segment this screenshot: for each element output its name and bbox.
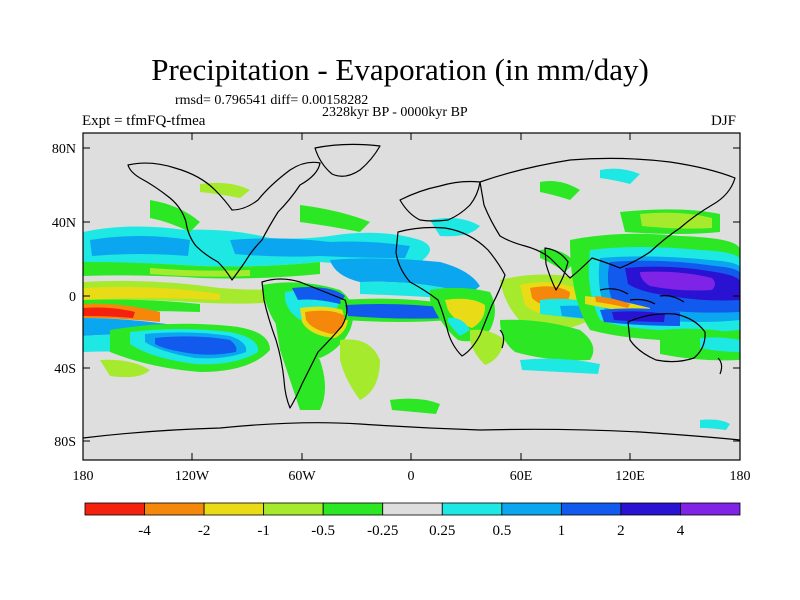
field-patch: [300, 205, 370, 232]
lon-tick-label: 0: [408, 469, 415, 484]
lon-tick-label: 120E: [615, 469, 645, 484]
field-patch: [83, 262, 320, 279]
lon-tick-label: 60E: [510, 469, 533, 484]
field-patch: [275, 320, 325, 410]
colorbar-swatch: [441, 502, 503, 516]
coastline-antarctica: [83, 422, 740, 441]
lat-tick-label: 40S: [54, 362, 76, 377]
colorbar-swatch: [263, 502, 324, 516]
field-patch: [83, 307, 135, 318]
lon-tick-label: 180: [73, 469, 94, 484]
field-patch: [445, 298, 486, 328]
colorbar-label: 4: [677, 523, 685, 539]
coastline-madagascar: [499, 329, 505, 349]
colorbar-label: -0.5: [311, 523, 335, 539]
pme-field: [83, 133, 740, 460]
field-patch: [520, 358, 600, 374]
colorbar-swatch: [501, 502, 562, 516]
experiment-label: Expt = tfmFQ-tfmea: [82, 113, 206, 129]
field-patch: [230, 238, 410, 258]
field-patch: [155, 336, 237, 355]
field-patch: [430, 218, 480, 237]
coastline-africa: [395, 226, 506, 357]
coastline-maritime-continent: [599, 288, 685, 305]
season-label: DJF: [711, 113, 737, 129]
coastline-new-zealand: [717, 357, 723, 375]
field-patch: [595, 296, 630, 308]
field-patch: [540, 181, 580, 200]
field-patch: [340, 339, 380, 400]
latitude-axis: 80N 40N 0 40S 80S: [52, 142, 740, 450]
time-period-label: 2328kyr BP - 0000kyr BP: [322, 105, 468, 120]
field-patch: [700, 419, 730, 430]
colorbar-swatch: [382, 502, 443, 516]
colorbar-swatch: [560, 502, 622, 516]
rmsd-diff-stats: rmsd= 0.796541 diff= 0.00158282: [175, 93, 369, 108]
field-patch: [305, 310, 345, 334]
colorbar-swatch: [203, 502, 265, 516]
field-patch: [470, 329, 505, 365]
lon-tick-label: 120W: [175, 469, 210, 484]
lon-tick-label: 60W: [288, 469, 316, 484]
field-patch: [600, 168, 640, 184]
field-patch: [200, 182, 250, 198]
colorbar-swatch: [680, 502, 741, 516]
colorbar-label: 0.25: [429, 523, 455, 539]
field-patch: [345, 304, 448, 319]
colorbar-label: -4: [138, 523, 151, 539]
lon-tick-label: 180: [730, 469, 751, 484]
colorbar-label: -1: [257, 523, 270, 539]
coastline-india: [544, 247, 569, 291]
colorbar-label: -0.25: [367, 523, 398, 539]
lat-tick-label: 80S: [54, 435, 76, 450]
coastlines: [83, 143, 740, 441]
field-patch: [100, 359, 150, 378]
field-patch: [90, 236, 190, 256]
field-patch: [390, 398, 440, 414]
field-patch: [448, 317, 470, 336]
lat-tick-label: 80N: [52, 142, 76, 157]
field-patch: [612, 311, 665, 322]
coastline-europe: [399, 180, 481, 222]
field-patch: [640, 271, 715, 291]
field-patch: [500, 319, 594, 361]
colorbar-label: 2: [617, 523, 625, 539]
field-patch: [700, 337, 740, 352]
longitude-axis: 180 120W 60W 0 60E 120E 180: [73, 133, 751, 484]
field-patch: [150, 268, 250, 277]
lat-tick-label: 40N: [52, 216, 76, 231]
colorbar-label: -2: [198, 523, 211, 539]
field-patch: [292, 287, 345, 304]
colorbar-swatch: [84, 502, 145, 516]
colorbar-swatch: [322, 502, 384, 516]
map-title: Precipitation - Evaporation (in mm/day): [151, 52, 649, 87]
coastline-greenland: [314, 143, 381, 177]
field-patch: [150, 200, 200, 232]
coastline-australia: [627, 313, 706, 363]
colorbar-swatch: [144, 502, 205, 516]
colorbar-label: 0.5: [492, 523, 511, 539]
colorbar-swatch: [620, 502, 681, 516]
colorbar-label: 1: [558, 523, 566, 539]
coastline-south-america: [261, 278, 348, 409]
coastline-asia: [479, 157, 736, 279]
lat-tick-label: 0: [69, 290, 76, 305]
field-patch: [83, 286, 220, 300]
coastline-north-america: [127, 161, 321, 281]
colorbar: -4 -2 -1 -0.5 -0.25 0.25 0.5 1 2 4: [84, 502, 741, 539]
